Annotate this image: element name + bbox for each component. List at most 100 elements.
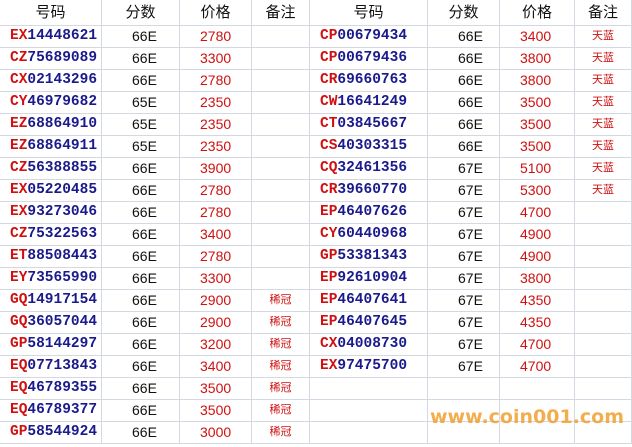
empty-cell — [575, 290, 632, 312]
empty-cell — [310, 422, 428, 444]
code-cell: EP46407645 — [310, 312, 428, 334]
code-cell: CP00679436 — [310, 48, 428, 70]
price-cell: 3500 — [180, 400, 252, 422]
price-cell: 3500 — [500, 114, 575, 136]
code-cell: CX02143296 — [0, 70, 102, 92]
price-cell: 3500 — [500, 92, 575, 114]
price-cell: 3500 — [500, 136, 575, 158]
score-cell: 66E — [102, 312, 180, 334]
empty-cell — [252, 180, 310, 202]
note-cell: 稀冠 — [252, 334, 310, 356]
price-cell: 4700 — [500, 356, 575, 378]
price-cell: 2350 — [180, 136, 252, 158]
price-cell: 3900 — [180, 158, 252, 180]
code-cell: GQ36057044 — [0, 312, 102, 334]
price-cell: 3800 — [500, 70, 575, 92]
code-cell: EQ07713843 — [0, 356, 102, 378]
code-cell: EP92610904 — [310, 268, 428, 290]
empty-cell — [252, 48, 310, 70]
price-cell: 4700 — [500, 334, 575, 356]
price-cell: 2350 — [180, 114, 252, 136]
price-cell: 3400 — [180, 224, 252, 246]
note-cell: 稀冠 — [252, 400, 310, 422]
note-cell: 稀冠 — [252, 290, 310, 312]
empty-cell — [252, 202, 310, 224]
code-cell: EZ68864910 — [0, 114, 102, 136]
header-cell: 价格 — [180, 0, 252, 26]
score-cell: 67E — [428, 202, 500, 224]
price-cell: 3200 — [180, 334, 252, 356]
empty-cell — [252, 246, 310, 268]
price-cell: 2780 — [180, 246, 252, 268]
empty-cell — [575, 334, 632, 356]
empty-cell — [575, 224, 632, 246]
score-cell: 65E — [102, 114, 180, 136]
price-cell: 3000 — [180, 422, 252, 444]
score-cell: 66E — [102, 180, 180, 202]
header-cell: 备注 — [252, 0, 310, 26]
empty-cell — [575, 246, 632, 268]
code-cell: CY60440968 — [310, 224, 428, 246]
header-cell: 分数 — [102, 0, 180, 26]
header-cell: 号码 — [310, 0, 428, 26]
code-cell: CZ56388855 — [0, 158, 102, 180]
score-cell: 66E — [428, 48, 500, 70]
code-cell: CX04008730 — [310, 334, 428, 356]
price-cell: 3400 — [500, 26, 575, 48]
note-cell: 天蓝 — [575, 48, 632, 70]
code-cell: EX05220485 — [0, 180, 102, 202]
empty-cell — [310, 378, 428, 400]
empty-cell — [575, 378, 632, 400]
empty-cell — [575, 356, 632, 378]
note-cell: 稀冠 — [252, 356, 310, 378]
code-cell: EX93273046 — [0, 202, 102, 224]
note-cell: 天蓝 — [575, 114, 632, 136]
empty-cell — [428, 378, 500, 400]
code-cell: GP53381343 — [310, 246, 428, 268]
score-cell: 67E — [428, 290, 500, 312]
price-cell: 3800 — [500, 48, 575, 70]
empty-cell — [252, 224, 310, 246]
code-cell: CR39660770 — [310, 180, 428, 202]
note-cell: 天蓝 — [575, 92, 632, 114]
code-cell: CT03845667 — [310, 114, 428, 136]
score-cell: 65E — [102, 92, 180, 114]
score-cell: 66E — [102, 378, 180, 400]
score-cell: 66E — [102, 26, 180, 48]
note-cell: 稀冠 — [252, 422, 310, 444]
code-cell: EQ46789377 — [0, 400, 102, 422]
score-cell: 67E — [428, 334, 500, 356]
score-cell: 67E — [428, 246, 500, 268]
price-cell: 2780 — [180, 202, 252, 224]
code-cell: CZ75322563 — [0, 224, 102, 246]
price-cell: 2780 — [180, 70, 252, 92]
price-cell: 4900 — [500, 224, 575, 246]
price-cell: 2900 — [180, 312, 252, 334]
score-cell: 66E — [102, 202, 180, 224]
price-cell: 3800 — [500, 268, 575, 290]
score-cell: 66E — [102, 48, 180, 70]
score-cell: 66E — [428, 92, 500, 114]
code-cell: EX97475700 — [310, 356, 428, 378]
header-cell: 号码 — [0, 0, 102, 26]
code-cell: EP46407641 — [310, 290, 428, 312]
price-cell: 2900 — [180, 290, 252, 312]
score-cell: 67E — [428, 158, 500, 180]
price-cell: 4900 — [500, 246, 575, 268]
code-cell: EX14448621 — [0, 26, 102, 48]
code-cell: EQ46789355 — [0, 378, 102, 400]
score-cell: 66E — [102, 422, 180, 444]
score-cell: 66E — [428, 136, 500, 158]
empty-cell — [500, 378, 575, 400]
score-cell: 66E — [102, 400, 180, 422]
code-cell: CR69660763 — [310, 70, 428, 92]
score-cell: 66E — [428, 70, 500, 92]
code-cell: EY73565990 — [0, 268, 102, 290]
code-cell: CW16641249 — [310, 92, 428, 114]
price-cell: 5300 — [500, 180, 575, 202]
empty-cell — [252, 114, 310, 136]
score-cell: 65E — [102, 136, 180, 158]
note-cell: 天蓝 — [575, 26, 632, 48]
price-cell: 4350 — [500, 290, 575, 312]
